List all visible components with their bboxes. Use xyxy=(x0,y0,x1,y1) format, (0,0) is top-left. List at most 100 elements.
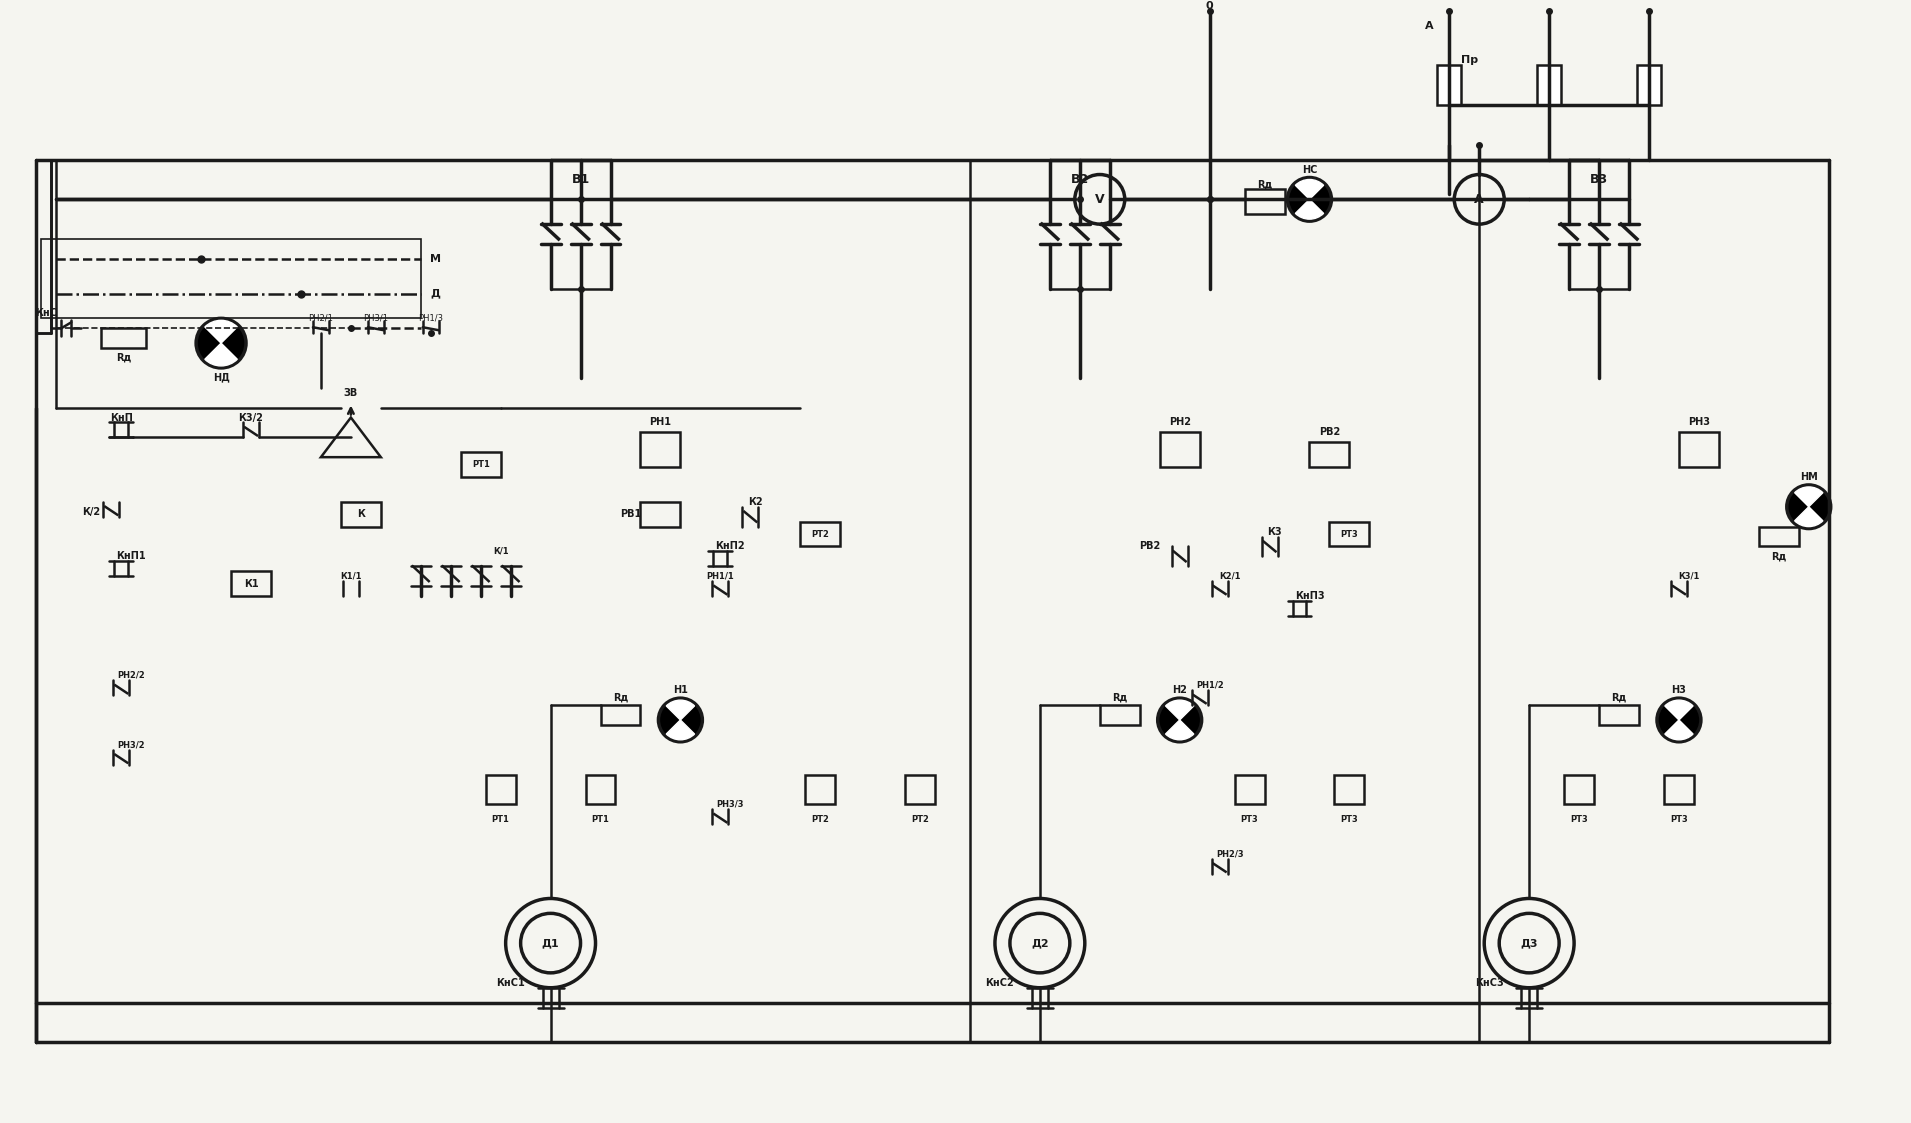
Text: КнП: КнП xyxy=(109,412,132,422)
Bar xyxy=(101,328,145,348)
Bar xyxy=(585,775,615,804)
Wedge shape xyxy=(1664,720,1693,740)
Text: КнС2: КнС2 xyxy=(986,978,1015,988)
Bar xyxy=(640,432,680,467)
Text: М: М xyxy=(430,254,441,264)
Wedge shape xyxy=(204,320,237,344)
Bar xyxy=(1758,527,1798,547)
Wedge shape xyxy=(1296,180,1324,199)
Text: РВ1: РВ1 xyxy=(619,509,640,519)
Bar xyxy=(485,775,516,804)
Bar xyxy=(340,502,380,527)
Wedge shape xyxy=(1664,700,1693,720)
Circle shape xyxy=(1657,699,1701,742)
Text: К/2: К/2 xyxy=(82,506,99,517)
Circle shape xyxy=(1288,177,1332,221)
Text: РН3/1: РН3/1 xyxy=(363,313,388,322)
Text: К2: К2 xyxy=(747,496,762,506)
Wedge shape xyxy=(1794,506,1823,527)
Text: Д1: Д1 xyxy=(543,938,560,948)
Wedge shape xyxy=(1794,487,1823,506)
Text: РТ3: РТ3 xyxy=(1340,814,1359,823)
Text: К3/1: К3/1 xyxy=(1678,572,1699,581)
Text: А: А xyxy=(1426,21,1433,30)
Wedge shape xyxy=(1296,199,1324,219)
Text: НМ: НМ xyxy=(1800,472,1817,482)
Bar xyxy=(1334,775,1364,804)
Text: Rд: Rд xyxy=(1771,551,1787,562)
Text: РН1/3: РН1/3 xyxy=(419,313,443,322)
Bar xyxy=(1664,775,1693,804)
Bar xyxy=(640,502,680,527)
Circle shape xyxy=(1158,699,1202,742)
Text: К3/2: К3/2 xyxy=(239,412,264,422)
Text: РТ1: РТ1 xyxy=(592,814,610,823)
Text: КнС3: КнС3 xyxy=(1475,978,1504,988)
Text: Н3: Н3 xyxy=(1672,685,1686,695)
Text: К/1: К/1 xyxy=(493,547,508,556)
Bar xyxy=(1536,65,1561,106)
Text: В2: В2 xyxy=(1070,173,1089,186)
Bar xyxy=(801,521,841,547)
Text: РТ3: РТ3 xyxy=(1571,814,1588,823)
Bar xyxy=(1600,705,1640,725)
Text: В3: В3 xyxy=(1590,173,1609,186)
Text: V: V xyxy=(1095,193,1105,206)
Wedge shape xyxy=(667,720,694,740)
Text: РН3/3: РН3/3 xyxy=(717,800,743,809)
Text: РТ3: РТ3 xyxy=(1670,814,1687,823)
Text: Rд: Rд xyxy=(1112,692,1127,702)
Text: К2/1: К2/1 xyxy=(1219,572,1240,581)
Text: РН1/2: РН1/2 xyxy=(1196,681,1223,690)
Bar xyxy=(1638,65,1661,106)
Text: РН2/2: РН2/2 xyxy=(117,670,145,679)
Bar xyxy=(1330,521,1370,547)
Text: К3: К3 xyxy=(1267,527,1282,537)
Circle shape xyxy=(659,699,703,742)
Text: КнП1: КнП1 xyxy=(117,551,145,562)
Text: НС: НС xyxy=(1301,165,1317,174)
Bar xyxy=(1309,442,1349,467)
Bar xyxy=(1244,190,1284,214)
Bar xyxy=(1680,432,1718,467)
Text: НД: НД xyxy=(212,373,229,383)
Wedge shape xyxy=(204,344,237,366)
Text: Д2: Д2 xyxy=(1032,938,1049,948)
Bar xyxy=(600,705,640,725)
Text: Пр: Пр xyxy=(1460,55,1477,65)
Text: К: К xyxy=(357,509,365,519)
Wedge shape xyxy=(1166,700,1194,720)
Text: РТ1: РТ1 xyxy=(491,814,510,823)
Text: КнС: КнС xyxy=(34,309,57,319)
Text: РТ3: РТ3 xyxy=(1340,530,1359,539)
Circle shape xyxy=(197,318,247,368)
Wedge shape xyxy=(1166,720,1194,740)
Circle shape xyxy=(1787,485,1831,529)
Bar xyxy=(1437,65,1462,106)
Bar xyxy=(42,239,420,318)
Bar xyxy=(1101,705,1139,725)
Text: К1: К1 xyxy=(245,578,258,588)
Text: РН2/3: РН2/3 xyxy=(1215,849,1244,858)
Text: РН1/1: РН1/1 xyxy=(707,572,734,581)
Text: Rд: Rд xyxy=(117,353,132,363)
Text: К1/1: К1/1 xyxy=(340,572,361,581)
Text: Д3: Д3 xyxy=(1521,938,1538,948)
Bar xyxy=(461,453,501,477)
Text: РН2: РН2 xyxy=(1170,418,1191,428)
Text: КнП2: КнП2 xyxy=(715,541,745,551)
Bar xyxy=(1563,775,1594,804)
Text: РТ2: РТ2 xyxy=(912,814,929,823)
Bar xyxy=(1235,775,1265,804)
Text: РН2/1: РН2/1 xyxy=(308,313,333,322)
Bar xyxy=(805,775,835,804)
Text: Н2: Н2 xyxy=(1171,685,1187,695)
Text: РТ2: РТ2 xyxy=(812,814,829,823)
Text: РВ2: РВ2 xyxy=(1139,541,1160,551)
Bar xyxy=(231,572,271,596)
Text: А: А xyxy=(1475,193,1485,206)
Wedge shape xyxy=(667,700,694,720)
Text: РТ3: РТ3 xyxy=(1240,814,1259,823)
Text: РН1: РН1 xyxy=(650,418,671,428)
Text: Rд: Rд xyxy=(613,692,629,702)
